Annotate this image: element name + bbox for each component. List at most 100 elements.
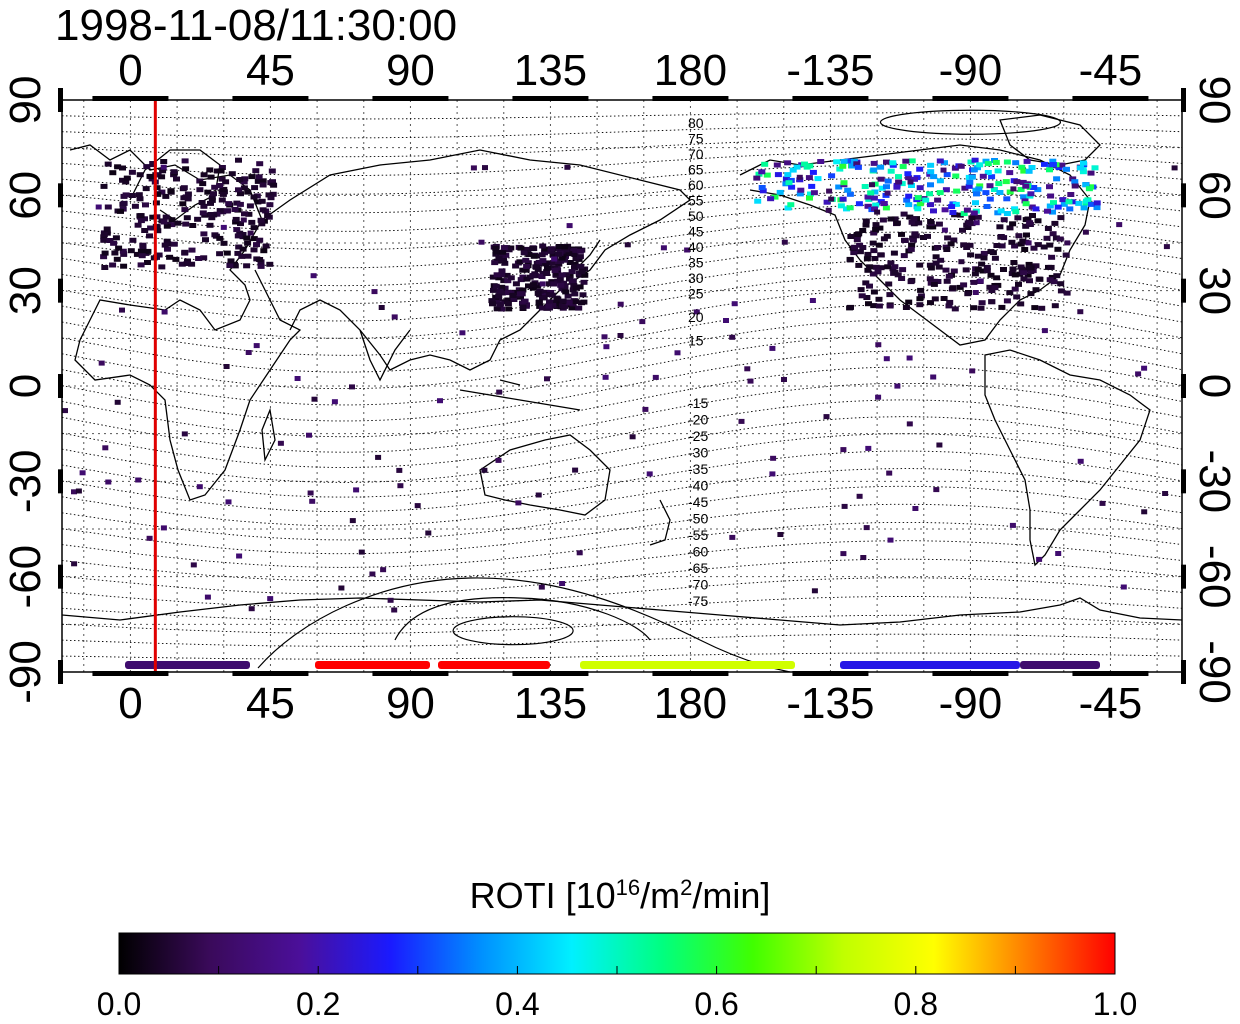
data-pixel-scattered [1077,309,1084,315]
data-pixel-canada-auroral [884,178,892,184]
data-pixel-scattered [860,555,867,560]
y-tick-label-left: -90 [1,640,50,704]
colorbar-title-exponent: 16 [615,875,641,900]
data-pixel-north-america [946,299,954,305]
data-pixel-europe [167,188,175,194]
data-pixel-canada-auroral [754,198,762,204]
data-pixel-canada-auroral [936,178,944,184]
data-pixel-canada-auroral [840,159,848,164]
data-pixel-canada-auroral [961,185,969,191]
data-pixel-north-america [869,240,877,246]
contour-line [62,112,1182,120]
data-pixel-europe [256,237,264,243]
data-pixel-north-america [986,284,994,290]
data-pixel-north-america [1006,225,1014,231]
data-pixel-europe [255,174,263,180]
data-pixel-scattered [856,493,863,499]
data-pixel-north-america [853,237,861,242]
data-pixel-scattered [874,209,881,215]
data-pixel-east-asia [566,260,574,265]
data-pixel-north-america [1046,242,1054,248]
data-pixel-europe [131,203,139,209]
data-pixel-europe [256,161,264,167]
data-pixel-north-america [1030,245,1038,251]
data-pixel-canada-auroral [903,197,911,203]
y-tick-label-left: -60 [1,545,50,609]
coastline-greenland [999,114,1101,166]
data-pixel-europe [257,263,265,269]
x-tick-label-top: 135 [514,46,587,95]
data-pixel-north-america [920,235,927,240]
data-pixel-scattered [375,454,382,460]
data-pixel-europe [184,191,192,197]
data-pixel-north-america [1034,242,1042,248]
data-pixel-scattered [770,455,777,461]
data-pixel-europe [259,182,267,188]
data-pixel-north-america [1011,243,1019,249]
data-pixel-canada-auroral [1049,158,1057,164]
data-pixel-north-america [959,227,966,233]
data-pixel-europe [183,261,191,266]
data-pixel-scattered [601,334,608,340]
x-tick-label-bottom: 45 [246,679,295,728]
data-pixel-europe [257,217,265,223]
data-pixel-scattered [1099,500,1106,506]
data-pixel-scattered [307,490,314,496]
data-pixel-east-asia [538,252,546,258]
data-pixel-europe [270,182,278,188]
data-pixel-east-asia [572,285,580,291]
data-pixel-scattered [1163,244,1170,250]
data-pixel-canada-auroral [839,163,847,169]
data-pixel-east-asia [529,246,537,252]
contour-line [62,319,1182,390]
data-pixel-scattered [572,467,579,473]
data-pixel-north-america [863,295,871,300]
data-pixel-north-america [1019,238,1027,244]
coastline-australia [479,434,611,516]
data-pixel-canada-auroral [836,166,844,172]
map-title: 1998-11-08/11:30:00 [55,1,458,50]
data-pixel-canada-auroral [1003,159,1011,165]
data-pixel-north-america [980,255,988,261]
data-pixel-east-asia [507,275,515,281]
data-pixel-scattered [958,259,965,265]
data-pixel-canada-auroral [1002,179,1010,185]
data-pixel-scattered [1036,556,1043,562]
data-pixel-europe [269,191,277,197]
x-tick-label-bottom: 0 [118,679,142,728]
data-pixel-canada-auroral [1075,200,1083,206]
data-pixel-east-asia [545,303,553,309]
frame-tick-bar [92,96,169,101]
data-pixel-scattered [119,307,125,313]
data-pixel-scattered [617,301,624,307]
data-pixel-north-america [980,250,988,256]
data-pixel-north-america [991,285,999,291]
data-pixel-north-america [1057,215,1065,221]
data-pixel-east-asia [510,297,518,302]
data-pixel-europe [218,176,226,182]
data-pixel-europe [266,202,274,208]
data-pixel-europe [133,251,141,257]
data-pixel-europe [119,165,126,171]
data-pixel-scattered [551,256,558,262]
data-pixel-east-asia [554,278,562,284]
data-pixel-north-america [1022,223,1030,229]
x-tick-label-bottom: 135 [514,679,587,728]
data-pixel-europe [259,207,267,213]
data-pixel-canada-auroral [1093,200,1101,206]
data-pixel-europe [184,196,192,202]
x-tick-label-bottom: -135 [786,679,874,728]
data-pixel-canada-auroral [1077,165,1084,171]
coastline-new-zealand [649,499,671,546]
contour-line [62,350,1182,422]
data-pixel-north-america [1021,247,1029,252]
data-pixel-canada-auroral [784,160,792,166]
data-pixel-canada-auroral [1023,158,1031,164]
y-tick-label-left: 30 [1,266,50,315]
contour-line [62,304,1182,373]
data-pixel-canada-auroral [986,196,994,202]
frame-tick-bar [58,564,63,589]
data-pixel-europe [264,212,272,218]
data-pixel-scattered [331,399,338,405]
data-pixel-canada-auroral [870,167,878,173]
